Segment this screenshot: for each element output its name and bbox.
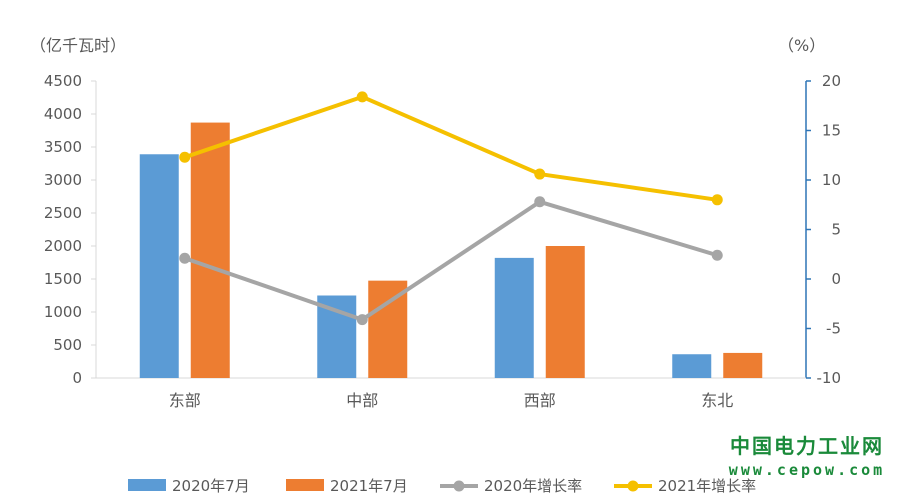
line-series-1 [184, 199, 718, 322]
legend-label: 2021年增长率 [658, 477, 756, 495]
bar-1 [672, 354, 712, 378]
bar-1 [494, 257, 534, 378]
line-point-2 [534, 168, 546, 180]
left-axis-tick-label: 4500 [44, 72, 82, 90]
right-axis-tick-label: 10 [822, 171, 841, 189]
legend-swatch [128, 479, 166, 491]
legend-label: 2020年7月 [172, 477, 250, 495]
right-axis-tick-label: 0 [831, 270, 841, 288]
left-axis-tick-label: 0 [72, 369, 82, 387]
left-axis-tick-label: 1500 [44, 270, 82, 288]
right-axis-tick-label: -10 [817, 369, 842, 387]
line-point-1 [534, 196, 546, 208]
legend-label: 2020年增长率 [484, 477, 582, 495]
legend-marker [453, 480, 465, 492]
legend-label: 2021年7月 [330, 477, 408, 495]
left-axis-tick-label: 4000 [44, 105, 82, 123]
right-axis-tick-label: 5 [831, 221, 841, 239]
x-axis-tick-label: 东北 [701, 391, 733, 410]
line-point-1 [711, 249, 723, 261]
line-point-1 [356, 314, 368, 326]
legend-marker [627, 480, 639, 492]
left-axis-tick-label: 3000 [44, 171, 82, 189]
line-series-2 [184, 94, 718, 202]
watermark-title: 中国电力工业网 [730, 434, 884, 458]
bar-2 [723, 352, 763, 378]
left-axis-tick-label: 500 [53, 336, 82, 354]
legend-swatch [286, 479, 324, 491]
left-axis-tick-label: 2000 [44, 237, 82, 255]
bar-2 [368, 280, 408, 378]
x-axis-tick-label: 东部 [169, 391, 201, 410]
bar-1 [139, 154, 179, 378]
right-axis-tick-label: -5 [826, 320, 841, 338]
left-axis-tick-label: 3500 [44, 138, 82, 156]
bar-2 [545, 246, 585, 378]
right-axis-tick-label: 20 [822, 72, 841, 90]
left-axis-tick-label: 1000 [44, 303, 82, 321]
left-axis-title: （亿千瓦时） [30, 36, 126, 55]
line-point-2 [711, 194, 723, 206]
watermark-url: www.cepow.com [728, 461, 886, 479]
right-axis-tick-label: 15 [822, 122, 841, 140]
x-axis-tick-label: 中部 [346, 391, 378, 410]
watermark: 中国电力工业网 www.cepow.com [712, 430, 902, 479]
x-axis-tick-label: 西部 [524, 391, 556, 410]
bar-2 [190, 122, 230, 378]
line-point-1 [179, 252, 191, 264]
line-point-2 [356, 91, 368, 103]
left-axis-tick-label: 2500 [44, 204, 82, 222]
line-point-2 [179, 151, 191, 163]
right-axis-title: （%） [778, 36, 825, 55]
